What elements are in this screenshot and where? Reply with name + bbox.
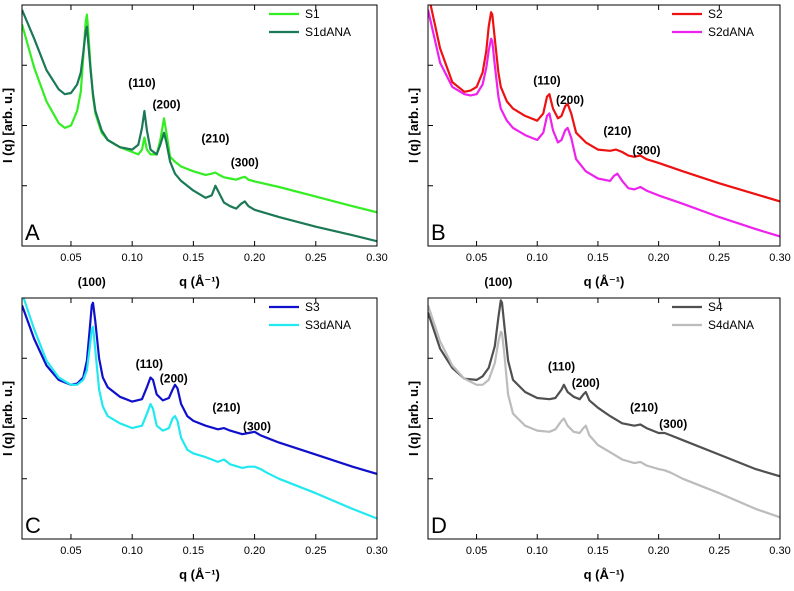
x-tick-label: 0.30 (769, 545, 790, 557)
panel-a: 0.05 0.10 0.15 0.20 0.25 0.30 q (Å⁻¹) I (q) [ar… (0, 4, 388, 289)
series-line-s2 (429, 5, 780, 203)
plot-frame (21, 4, 378, 247)
x-tick-label: 0.15 (587, 252, 608, 264)
panel-letter: C (25, 513, 41, 538)
x-tick-label: 0.30 (769, 252, 790, 264)
x-tick-label: 0.25 (305, 545, 326, 557)
panel-d: 0.05 0.10 0.15 0.20 0.25 0.30 q (Å⁻¹) I (q) [ar… (406, 275, 791, 582)
x-tick-label: 0.25 (709, 252, 730, 264)
x-tick-label: 0.10 (121, 545, 142, 557)
peak-label: (100) (484, 275, 512, 289)
peak-label: (110) (548, 359, 575, 373)
series-line-s3dana (22, 298, 377, 520)
x-tick-label: 0.05 (466, 545, 487, 557)
x-tick-label: 0.05 (60, 545, 81, 557)
peak-label: (110) (136, 357, 163, 371)
data-lines (428, 5, 780, 238)
peak-label: (300) (632, 143, 660, 157)
series-line-s1 (22, 13, 377, 214)
plot-frame (21, 297, 378, 540)
x-tick-label: 0.25 (709, 545, 730, 557)
peak-label: (210) (212, 400, 240, 414)
x-tick-label: 0.20 (244, 545, 265, 557)
x-tick-label: 0.05 (466, 252, 487, 264)
x-tick-label: 0.30 (366, 545, 387, 557)
legend-label: S2dANA (708, 25, 754, 39)
peak-label: (210) (603, 124, 631, 138)
panel-letter: B (431, 220, 446, 245)
x-tick-label: 0.25 (305, 252, 326, 264)
x-tick-label: 0.20 (648, 545, 669, 557)
series-line-s1dana (22, 9, 377, 243)
x-tick-label: 0.15 (183, 545, 204, 557)
peak-label: (100) (78, 275, 106, 289)
legend-label: S2 (708, 7, 723, 21)
peak-label: (110) (128, 76, 155, 90)
peak-label: (200) (556, 93, 584, 107)
series-line-s3 (22, 301, 377, 475)
legend-label: S3dANA (305, 318, 351, 332)
peak-label: (200) (152, 98, 180, 112)
series-line-s4dana (428, 304, 780, 519)
series-line-s2dana (428, 9, 780, 238)
panel-b: 0.05 0.10 0.15 0.20 0.25 0.30 q (Å⁻¹) I (q) [ar… (406, 4, 791, 289)
x-tick-label: 0.20 (244, 252, 265, 264)
x-axis-label: q (Å⁻¹) (584, 567, 625, 582)
legend-label: S3 (305, 300, 320, 314)
data-lines (22, 298, 377, 520)
panel-letter: D (431, 513, 447, 538)
panel-c: 0.05 0.10 0.15 0.20 0.25 0.30 q (Å⁻¹) I (q) [ar… (0, 275, 388, 582)
x-tick-label: 0.10 (527, 252, 548, 264)
series-line-s4 (428, 299, 780, 478)
legend-label: S1dANA (305, 25, 351, 39)
peak-label: (300) (231, 155, 259, 169)
x-tick-label: 0.20 (648, 252, 669, 264)
x-tick-label: 0.10 (121, 252, 142, 264)
x-tick-label: 0.30 (366, 252, 387, 264)
x-axis-label: q (Å⁻¹) (179, 274, 220, 289)
peak-label: (300) (659, 417, 687, 431)
legend-label: S4 (708, 300, 723, 314)
panel-letter: A (25, 220, 40, 245)
y-axis-label: I (q) [arb. u.] (0, 88, 15, 163)
data-lines (428, 299, 780, 519)
x-tick-label: 0.05 (60, 252, 81, 264)
peak-label: (300) (243, 420, 271, 434)
x-tick-label: 0.15 (183, 252, 204, 264)
legend-label: S1 (305, 7, 320, 21)
x-axis-label: q (Å⁻¹) (584, 274, 625, 289)
plot-frame (427, 297, 781, 540)
x-tick-label: 0.10 (527, 545, 548, 557)
peak-label: (210) (630, 400, 658, 414)
y-axis-label: I (q) [arb. u.] (406, 88, 421, 163)
x-tick-label: 0.15 (587, 545, 608, 557)
y-axis-label: I (q) [arb. u.] (406, 381, 421, 456)
peak-label: (200) (160, 371, 188, 385)
peak-label: (200) (572, 376, 600, 390)
data-lines (22, 9, 377, 243)
peak-label: (110) (533, 74, 560, 88)
x-axis-label: q (Å⁻¹) (179, 567, 220, 582)
legend-label: S4dANA (708, 318, 754, 332)
peak-label: (210) (201, 131, 229, 145)
y-axis-label: I (q) [arb. u.] (0, 381, 15, 456)
